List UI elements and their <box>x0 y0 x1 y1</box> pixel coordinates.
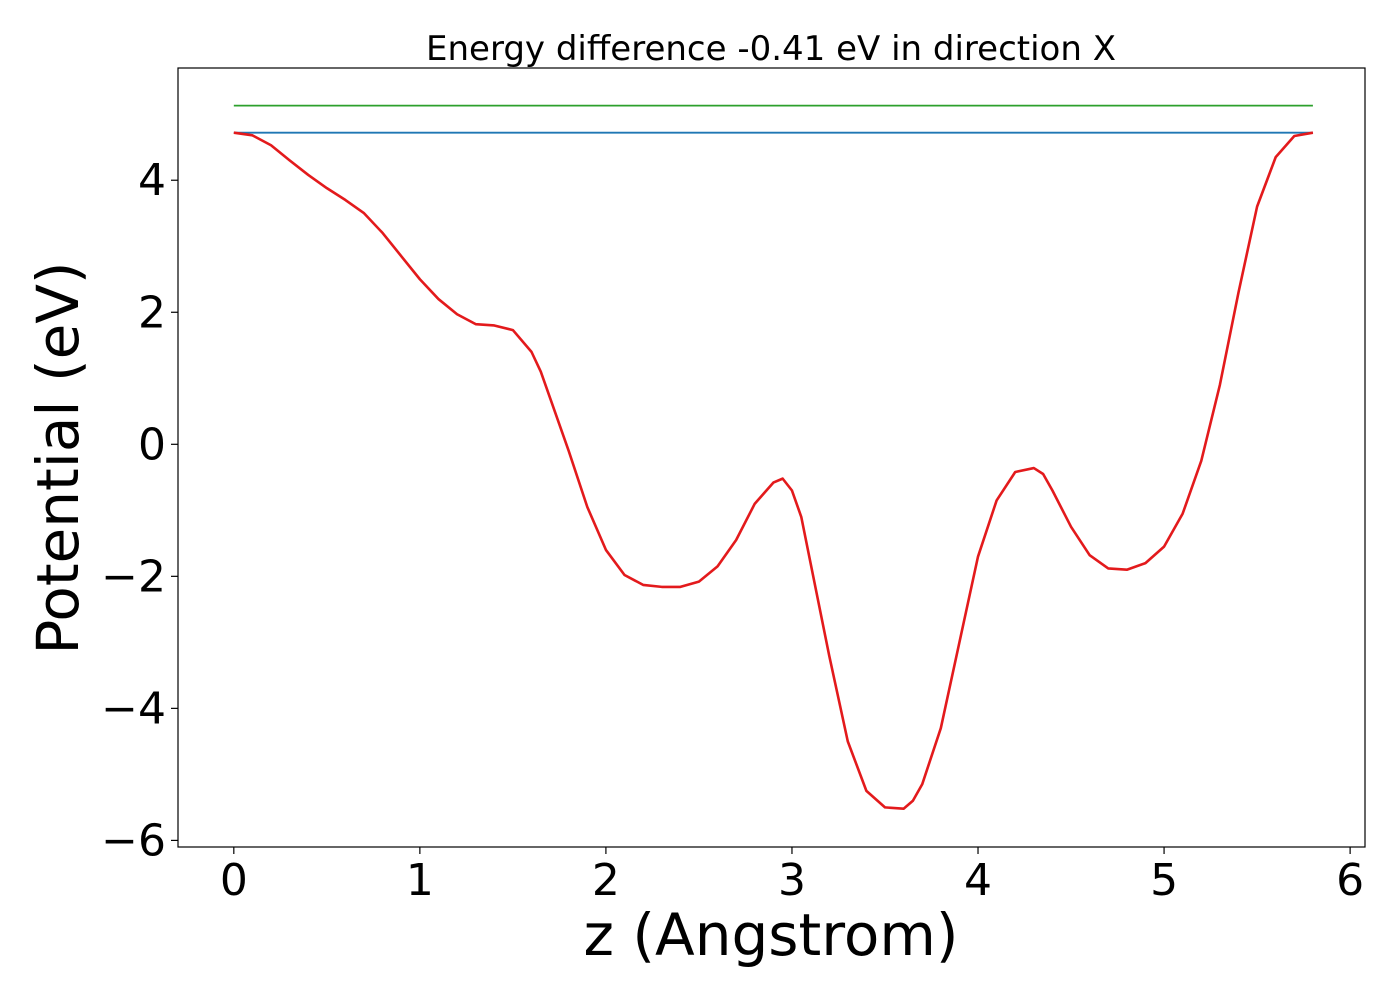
series-line-2 <box>233 131 1314 811</box>
y-axis-ticks: −6 −4 −2 0 2 4 <box>101 155 178 866</box>
x-tick-label: 3 <box>778 855 806 906</box>
x-tick-label: 2 <box>592 855 620 906</box>
x-tick-label: 0 <box>220 855 248 906</box>
x-axis-ticks: 0 1 2 3 4 5 6 <box>220 847 1364 906</box>
plot-area <box>233 104 1314 811</box>
y-tick-label: −4 <box>101 683 166 734</box>
y-axis-label: Potential (eV) <box>24 261 92 654</box>
x-tick-label: 4 <box>964 855 992 906</box>
y-tick-label: −2 <box>101 551 166 602</box>
y-tick-label: 4 <box>138 155 166 206</box>
plot-frame <box>177 67 1366 848</box>
y-tick-label: −6 <box>101 815 166 866</box>
chart-title: Energy difference -0.41 eV in direction … <box>426 29 1116 69</box>
x-tick-label: 5 <box>1150 855 1178 906</box>
x-tick-label: 6 <box>1336 855 1364 906</box>
x-axis-label: z (Angstrom) <box>584 901 959 969</box>
x-tick-label: 1 <box>406 855 434 906</box>
y-tick-label: 0 <box>138 419 166 470</box>
y-tick-label: 2 <box>138 287 166 338</box>
